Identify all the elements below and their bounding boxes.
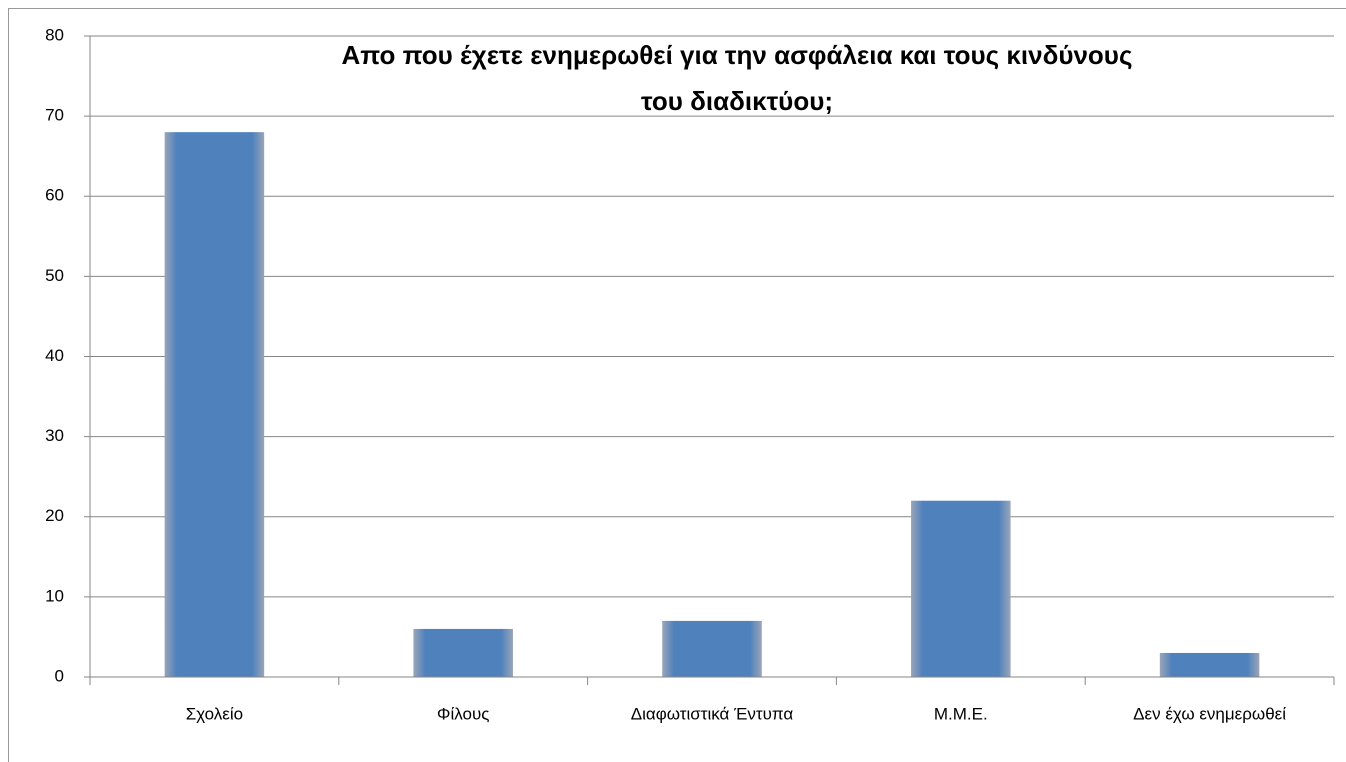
y-tick-label: 40 (45, 346, 64, 365)
x-tick-label: Διαφωτιστικά Έντυπα (631, 704, 794, 723)
y-tick-label: 60 (45, 186, 64, 205)
y-tick-label: 80 (45, 25, 64, 44)
chart-border (8, 8, 1346, 762)
y-tick-label: 20 (45, 506, 64, 525)
bar (662, 620, 762, 677)
x-tick-label: Σχολείο (186, 704, 243, 723)
y-tick-label: 0 (55, 666, 64, 685)
x-tick-label: Δεν έχω ενημερωθεί (1133, 704, 1286, 723)
y-tick-label: 10 (45, 586, 64, 605)
bar (164, 132, 265, 677)
bar (1159, 652, 1260, 677)
x-tick-label: Φίλους (437, 704, 490, 723)
chart-title: Απο που έχετε ενημερωθεί για την ασφάλει… (342, 40, 1133, 70)
x-tick-label: Μ.Μ.Ε. (934, 704, 988, 723)
y-tick-label: 70 (45, 106, 64, 125)
bar (911, 500, 1011, 677)
bar (413, 628, 513, 677)
y-tick-label: 50 (45, 266, 64, 285)
chart-title: του διαδικτύου; (641, 86, 833, 116)
y-tick-label: 30 (45, 426, 64, 445)
